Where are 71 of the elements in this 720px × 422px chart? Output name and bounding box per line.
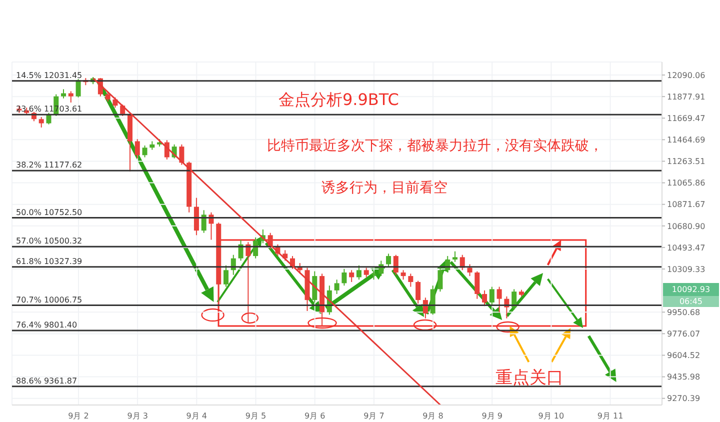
candlestick (386, 253, 392, 268)
y-tick-label: 11669.47 (667, 114, 706, 123)
candlestick (61, 88, 66, 99)
candlestick (393, 254, 398, 276)
candlestick (38, 116, 44, 128)
candlestick (408, 273, 414, 288)
candlestick (489, 286, 494, 306)
annotation: 比特币最近多次下探，都被暴力拉升，没有实体跌破， (267, 137, 604, 155)
candlestick (364, 267, 369, 278)
y-tick-label: 10309.33 (667, 264, 706, 274)
x-tick-label: 9月 7 (364, 412, 384, 421)
candlestick (467, 264, 472, 277)
candlestick (201, 210, 206, 234)
candlestick (224, 264, 229, 288)
x-tick-label: 9月 9 (482, 412, 502, 421)
candlestick (342, 268, 347, 286)
x-tick-label: 9月 3 (127, 412, 148, 421)
ref-line-label: 76.4% 9801.40 (16, 320, 78, 330)
candlestick (496, 286, 502, 313)
candlestick (134, 138, 140, 159)
x-tick-label: 9月 2 (68, 412, 89, 421)
candlestick (194, 197, 199, 236)
y-tick-label: 10680.90 (667, 222, 706, 231)
candlestick (400, 270, 406, 280)
candlestick (142, 145, 148, 158)
y-tick-label: 11464.69 (667, 136, 706, 145)
candlestick (416, 280, 421, 304)
candlestick (438, 266, 443, 292)
candlestick (482, 290, 488, 307)
annotation: 重点关口 (495, 367, 564, 389)
y-tick-label: 9435.98 (667, 372, 700, 382)
candlestick (422, 297, 428, 319)
text: 06:45 (663, 296, 719, 307)
ref-line-label: 70.7% 10006.75 (16, 295, 82, 304)
x-tick-label: 9月 8 (422, 412, 444, 421)
y-tick-label: 9776.07 (667, 330, 700, 339)
candlestick (68, 90, 74, 104)
x-tick-label: 9月 6 (304, 412, 326, 421)
ref-line-label: 38.2% 11177.62 (16, 160, 82, 170)
candlestick (474, 270, 480, 300)
y-tick-label: 12090.06 (667, 70, 706, 80)
y-tick-label: 11065.86 (667, 178, 706, 188)
candlestick (512, 288, 517, 310)
y-tick-label: 9950.68 (667, 308, 700, 317)
y-tick-label: 10493.47 (667, 243, 706, 252)
candlestick (312, 270, 318, 303)
ref-line-label: 14.5% 12031.45 (16, 70, 82, 80)
candlestick (356, 264, 362, 280)
x-tick-label: 9月 10 (538, 412, 564, 421)
y-tick-label: 9270.39 (667, 394, 700, 404)
y-tick-label: 11877.91 (667, 92, 706, 102)
ref-line-label: 88.6% 9361.87 (16, 376, 78, 386)
y-tick-label: 10871.67 (667, 200, 706, 210)
candlestick (76, 78, 81, 98)
candlestick (334, 279, 340, 294)
y-tick-label: 9604.52 (667, 351, 700, 360)
x-tick-label: 9月 4 (186, 412, 208, 421)
candlestick (238, 239, 244, 262)
x-tick-label: 9月 11 (597, 412, 624, 421)
ref-line-label: 61.8% 10327.39 (16, 256, 82, 266)
annotation: 诱多行为，目前看空 (321, 179, 448, 197)
y-tick-label: 11263.51 (667, 157, 706, 166)
text: 10092.93 (663, 283, 719, 296)
candlestick (105, 92, 110, 102)
annotation: 金点分析9.9BTC (278, 90, 399, 111)
candlestick (46, 112, 52, 125)
candlestick (349, 270, 354, 283)
ref-line-label: 57.0% 10500.32 (16, 236, 82, 246)
candlestick (452, 250, 458, 262)
ref-line-label: 50.0% 10752.50 (16, 208, 82, 217)
x-tick-label: 9月 5 (245, 412, 266, 421)
